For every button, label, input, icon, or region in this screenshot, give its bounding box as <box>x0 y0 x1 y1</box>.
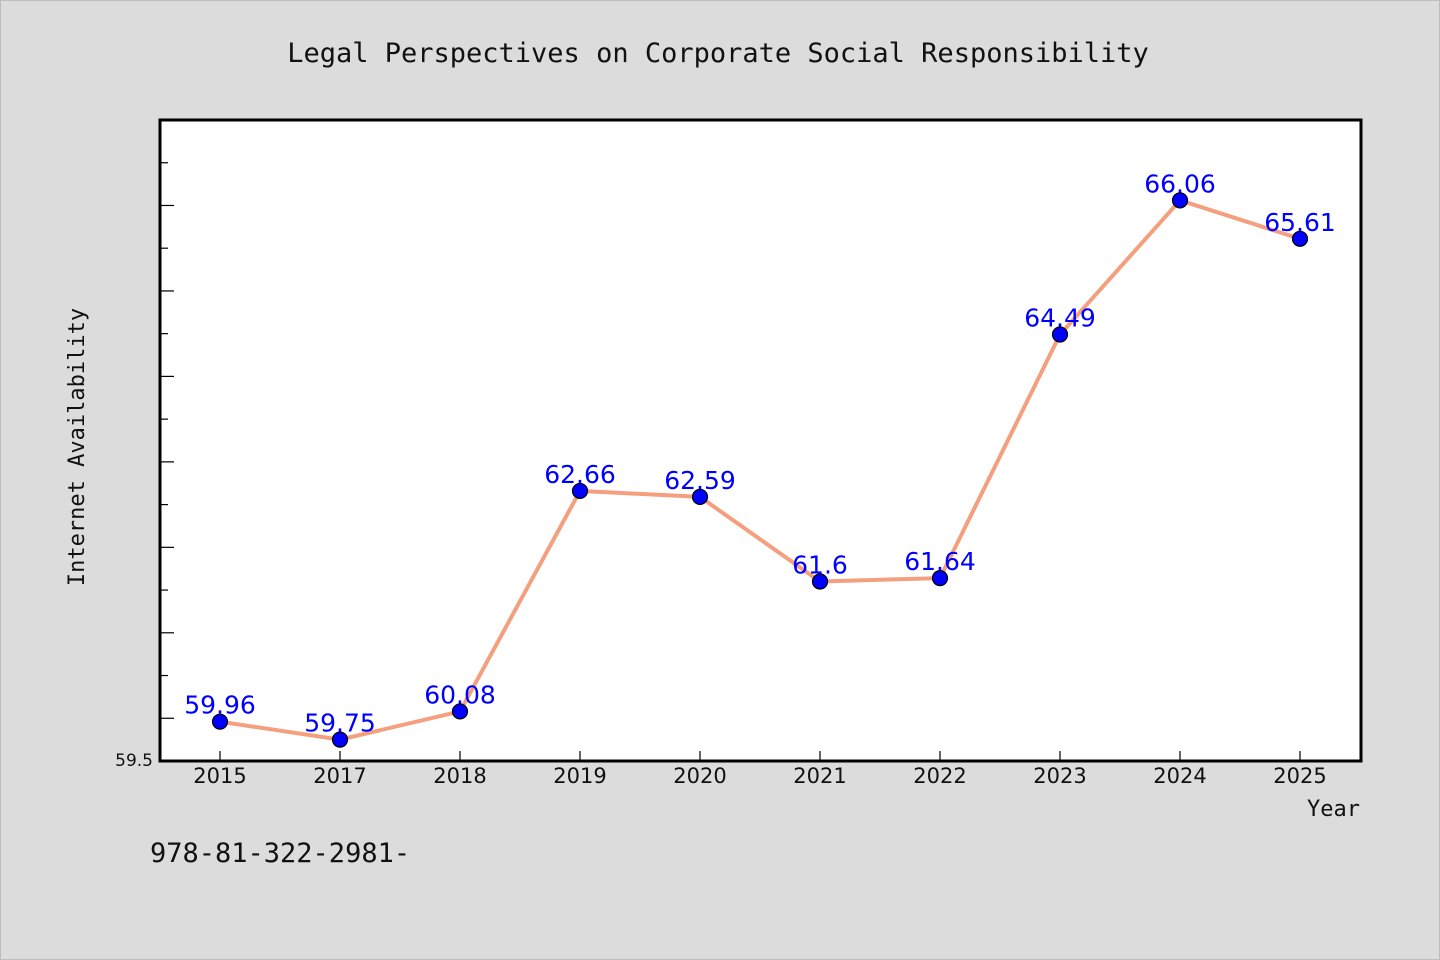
data-point <box>451 703 469 720</box>
chart-title: Legal Perspectives on Corporate Social R… <box>287 38 1149 69</box>
data-point <box>931 570 949 587</box>
data-label: 66.06 <box>1144 169 1216 198</box>
data-point <box>211 713 229 730</box>
data-point <box>811 573 829 590</box>
data-label: 65.61 <box>1264 208 1336 237</box>
x-tick-label: 2022 <box>913 764 966 788</box>
x-axis: 2015 2017 2018 2019 2020 2021 2022 2023 2024 2025 <box>193 751 1327 788</box>
data-point <box>331 731 349 748</box>
data-label: 59.96 <box>184 691 256 720</box>
series-layer <box>211 192 1309 748</box>
data-label: 59.75 <box>304 709 376 738</box>
data-label: 61.6 <box>792 551 848 580</box>
series-line <box>218 198 1302 742</box>
data-point <box>1051 326 1069 343</box>
x-tick-label: 2023 <box>1033 764 1086 788</box>
x-axis-label: Year <box>1307 797 1360 822</box>
y-axis-label: Internet Availability <box>65 308 90 586</box>
data-label: 62.66 <box>544 460 616 489</box>
data-label: 64.49 <box>1024 304 1096 333</box>
x-tick-label: 2019 <box>553 764 606 788</box>
footer-text: 978-81-322-2981- <box>150 838 410 869</box>
data-point <box>691 488 709 506</box>
x-tick-label: 2015 <box>193 764 246 788</box>
data-point <box>1171 192 1189 209</box>
x-tick-label: 2024 <box>1153 764 1206 788</box>
data-point <box>1291 230 1309 247</box>
y-axis-ticks <box>160 162 174 719</box>
data-label: 60.08 <box>424 680 496 709</box>
x-tick-label: 2025 <box>1273 764 1326 788</box>
y-tick-label: 59.5 <box>115 751 153 771</box>
x-tick-label: 2021 <box>793 764 846 788</box>
data-point <box>571 482 589 500</box>
plot-area <box>158 118 1363 763</box>
data-label: 62.59 <box>664 466 736 495</box>
x-tick-label: 2020 <box>673 764 726 788</box>
data-labels: 59.96 59.75 60.08 62.66 62.59 61.6 61.64 64.49 6… <box>184 169 1336 737</box>
x-tick-label: 2017 <box>313 764 366 788</box>
x-tick-label: 2018 <box>433 764 486 788</box>
data-label: 61.64 <box>904 547 976 576</box>
